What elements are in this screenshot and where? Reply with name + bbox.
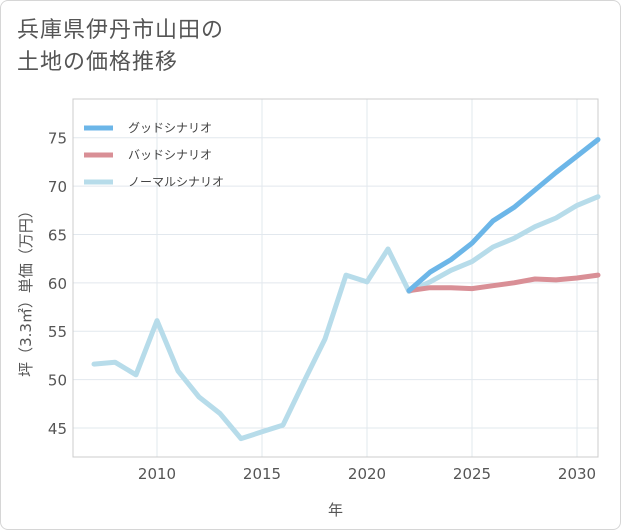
series-line-normal <box>91 194 601 442</box>
x-tick-label: 2015 <box>243 465 281 483</box>
x-tick-label: 2030 <box>558 465 596 483</box>
series-line-good <box>406 137 601 294</box>
series-line-bad <box>406 272 601 294</box>
y-tick-label: 65 <box>48 226 67 244</box>
x-tick-label: 2020 <box>348 465 386 483</box>
chart-title-line-1: 兵庫県伊丹市山田の <box>17 18 225 43</box>
x-tick-label: 2025 <box>453 465 491 483</box>
y-tick-label: 45 <box>48 420 67 438</box>
x-tick-label: 2010 <box>138 465 176 483</box>
y-tick-label: 55 <box>48 323 67 341</box>
series-lines <box>91 137 601 442</box>
y-axis-title: 坪（3.3㎡）単価（万円） <box>17 203 35 377</box>
plot-frame <box>72 98 599 458</box>
y-tick-label: 60 <box>48 275 67 293</box>
x-axis-title: 年 <box>328 501 343 519</box>
tick-labels: 2010 2015 2020 2025 2030 45 50 55 60 65 70 75 <box>48 130 596 483</box>
y-tick-label: 50 <box>48 372 67 390</box>
chart-title: 兵庫県伊丹市山田の 土地の価格推移 <box>17 15 224 79</box>
chart-title-line-2: 土地の価格推移 <box>17 50 179 75</box>
legend-label: グッドシナリオ <box>128 121 212 135</box>
legend-label: バッドシナリオ <box>128 148 212 162</box>
y-tick-label: 70 <box>48 178 67 196</box>
y-tick-label: 75 <box>48 130 67 148</box>
legend-label: ノーマルシナリオ <box>128 175 224 189</box>
